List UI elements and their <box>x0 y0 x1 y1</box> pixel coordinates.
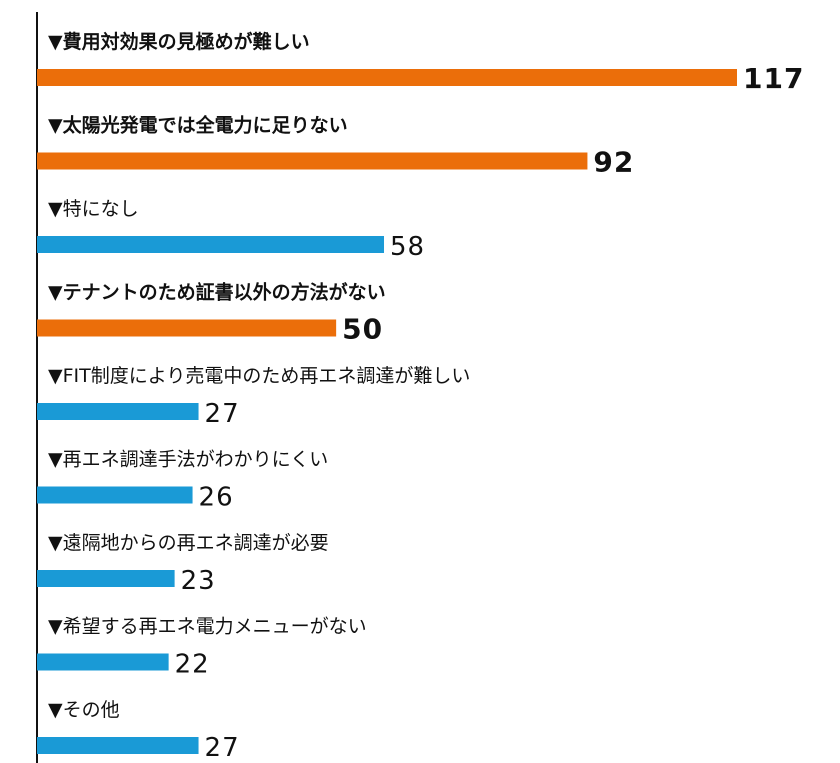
value-label: 92 <box>593 146 634 179</box>
bar <box>37 403 199 420</box>
bar <box>37 653 169 671</box>
bar <box>37 236 385 253</box>
value-label: 26 <box>199 483 234 513</box>
bar <box>37 152 588 170</box>
category-label: ▼費用対効果の見極めが難しい <box>48 30 310 53</box>
value-label: 117 <box>743 62 804 95</box>
value-label: 50 <box>342 313 383 346</box>
value-label: 27 <box>205 399 240 429</box>
category-label: ▼その他 <box>48 699 120 721</box>
bar <box>37 570 175 587</box>
category-label: ▼遠隔地からの再エネ調達が必要 <box>48 532 329 554</box>
value-label: 22 <box>175 650 210 680</box>
category-label: ▼FIT制度により売電中のため再エネ調達が難しい <box>48 365 470 387</box>
category-label: ▼特になし <box>48 198 139 220</box>
bar <box>37 319 337 337</box>
bar <box>37 486 193 504</box>
category-label: ▼希望する再エネ電力メニューがない <box>48 616 367 638</box>
value-label: 27 <box>205 733 240 763</box>
bar <box>37 69 737 86</box>
value-label: 23 <box>181 566 216 596</box>
bar <box>37 737 199 754</box>
category-label: ▼テナントのため証書以外の方法がない <box>48 281 386 304</box>
category-label: ▼太陽光発電では全電力に足りない <box>48 114 348 137</box>
category-label: ▼再エネ調達手法がわかりにくい <box>48 449 328 471</box>
value-label: 58 <box>390 232 425 262</box>
